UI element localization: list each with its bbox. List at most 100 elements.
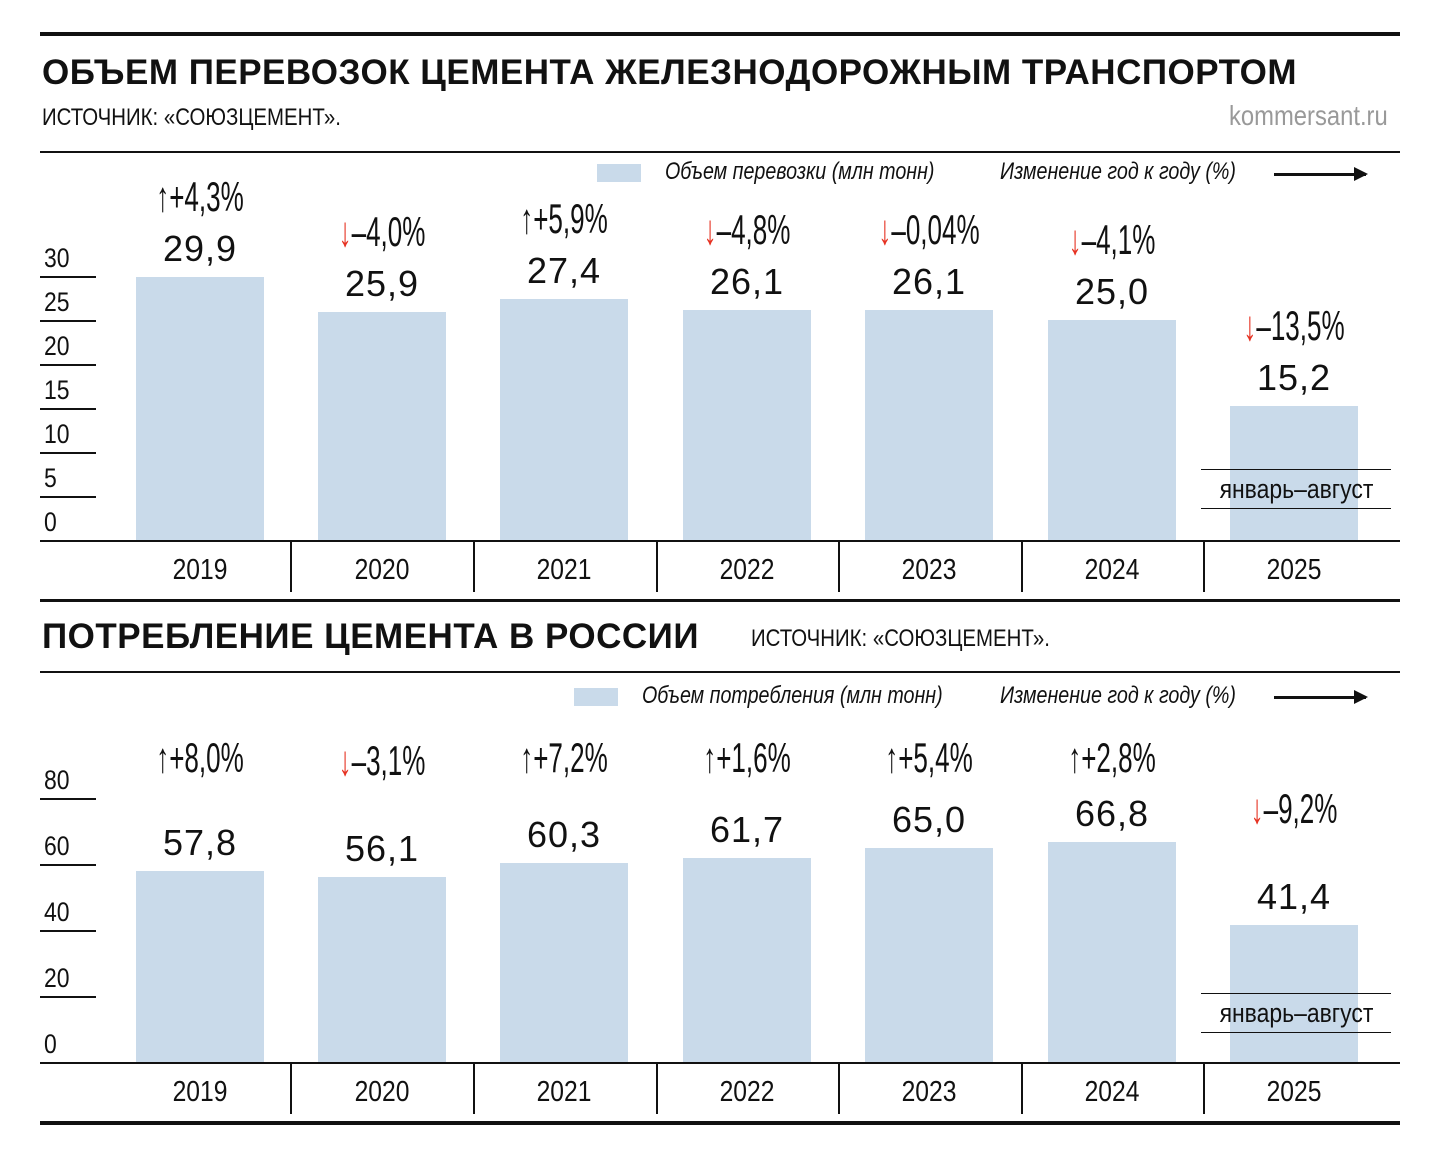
y-tick-line (40, 320, 96, 322)
value-label: 25,9 (344, 263, 420, 305)
y-tick-label: 20 (44, 331, 70, 361)
y-tick-label: 0 (44, 507, 57, 537)
x-axis-divider (473, 540, 475, 592)
y-tick-label: 40 (44, 897, 70, 927)
divider-rule (40, 671, 1400, 673)
bar (1230, 406, 1358, 540)
change-value: –9,2% (1263, 785, 1338, 833)
arrow-up-icon: ↑ (520, 194, 534, 242)
change-label: ↓–3,1% (326, 737, 439, 785)
change-value: +2,8% (1081, 734, 1156, 781)
y-tick-label: 0 (44, 1029, 57, 1059)
change-label: ↓–4,8% (691, 206, 804, 254)
x-axis-divider (290, 1062, 292, 1114)
value-label: 56,1 (344, 827, 420, 869)
arrow-down-icon: ↓ (703, 206, 717, 254)
bar (136, 276, 264, 540)
chart2-legend-change: Изменение год к году (%) (1000, 682, 1236, 709)
change-label: ↓–0,04% (873, 206, 986, 254)
arrow-up-icon: ↑ (703, 734, 717, 781)
y-tick-line (40, 798, 96, 800)
value-label: 27,4 (526, 249, 602, 291)
chart2-legend-swatch (574, 688, 618, 706)
y-tick-label: 80 (44, 765, 70, 795)
top-rule (40, 32, 1400, 36)
y-tick-line (40, 930, 96, 932)
x-tick-label: 2023 (901, 1076, 957, 1108)
x-axis-divider (838, 540, 840, 592)
value-label: 66,8 (1074, 792, 1150, 834)
chart2-title: ПОТРЕБЛЕНИЕ ЦЕМЕНТА В РОССИИ (42, 617, 699, 656)
change-value: +8,0% (169, 734, 244, 781)
value-label: 60,3 (526, 814, 602, 855)
x-tick-label: 2022 (719, 1076, 775, 1108)
change-value: –3,1% (351, 736, 426, 784)
y-tick-line (40, 452, 96, 454)
x-axis-line (40, 540, 1400, 542)
chart2-period-note: январь–август (1201, 993, 1391, 1033)
y-tick-line (40, 864, 96, 866)
x-axis-line (40, 1062, 1400, 1064)
chart1-title: ОБЪЕМ ПЕРЕВОЗОК ЦЕМЕНТА ЖЕЛЕЗНОДОРОЖНЫМ … (42, 53, 1297, 92)
change-value: +5,4% (898, 734, 973, 781)
arrow-down-icon: ↓ (1068, 216, 1082, 263)
chart2-source: ИСТОЧНИК: «СОЮЗЦЕМЕНТ». (751, 625, 1050, 652)
y-tick-label: 5 (44, 463, 57, 493)
x-axis-divider (1203, 1062, 1205, 1114)
value-label: 65,0 (891, 798, 967, 840)
change-label: ↑+5,4% (873, 734, 986, 782)
change-value: –4,0% (351, 208, 426, 256)
arrow-right-icon (1274, 690, 1368, 704)
x-axis-divider (473, 1062, 475, 1114)
change-label: ↑+8,0% (144, 734, 257, 782)
bar (136, 871, 264, 1062)
bar (1048, 320, 1176, 540)
change-label: ↑+1,6% (691, 734, 804, 782)
x-tick-label: 2024 (1084, 554, 1140, 586)
change-value: –4,1% (1081, 216, 1156, 263)
arrow-down-icon: ↓ (338, 208, 352, 256)
bar (1048, 841, 1176, 1062)
x-tick-label: 2023 (901, 554, 957, 586)
bar (865, 310, 993, 540)
arrow-right-icon (1274, 167, 1368, 181)
x-tick-label: 2019 (172, 1076, 228, 1108)
chart1-period-note: январь–август (1201, 469, 1391, 509)
value-label: 57,8 (162, 822, 238, 864)
y-tick-label: 60 (44, 831, 70, 861)
y-tick-line (40, 996, 96, 998)
change-label: ↑+4,3% (144, 173, 257, 221)
y-tick-line (40, 276, 96, 278)
bar (683, 310, 811, 540)
arrow-up-icon: ↑ (156, 172, 170, 220)
x-axis-divider (1021, 540, 1023, 592)
y-tick-label: 15 (44, 375, 70, 405)
x-axis-divider (290, 540, 292, 592)
x-axis-divider (1021, 1062, 1023, 1114)
value-label: 25,0 (1074, 271, 1150, 312)
arrow-down-icon: ↓ (878, 206, 892, 254)
arrow-up-icon: ↑ (520, 734, 534, 781)
y-tick-label: 30 (44, 243, 70, 273)
x-axis-divider (656, 540, 658, 592)
arrow-down-icon: ↓ (1250, 785, 1264, 833)
change-value: +7,2% (533, 734, 608, 781)
arrow-up-icon: ↑ (1068, 734, 1082, 781)
site-credit: kommersant.ru (1229, 100, 1388, 131)
x-tick-label: 2025 (1266, 554, 1322, 586)
value-label: 15,2 (1256, 357, 1332, 399)
y-tick-line (40, 496, 96, 498)
arrow-up-icon: ↑ (885, 734, 899, 781)
chart2-legend-series: Объем потребления (млн тонн) (642, 682, 943, 709)
y-tick-line (40, 364, 96, 366)
x-tick-label: 2020 (354, 554, 410, 586)
section-rule (40, 599, 1400, 602)
bar (865, 847, 993, 1062)
chart1-legend-swatch (597, 164, 641, 182)
value-label: 29,9 (162, 227, 238, 269)
value-label: 26,1 (891, 261, 967, 303)
change-label: ↓–9,2% (1238, 785, 1351, 833)
x-tick-label: 2019 (172, 554, 228, 586)
chart1-source: ИСТОЧНИК: «СОЮЗЦЕМЕНТ». (42, 104, 341, 131)
bar (318, 876, 446, 1062)
